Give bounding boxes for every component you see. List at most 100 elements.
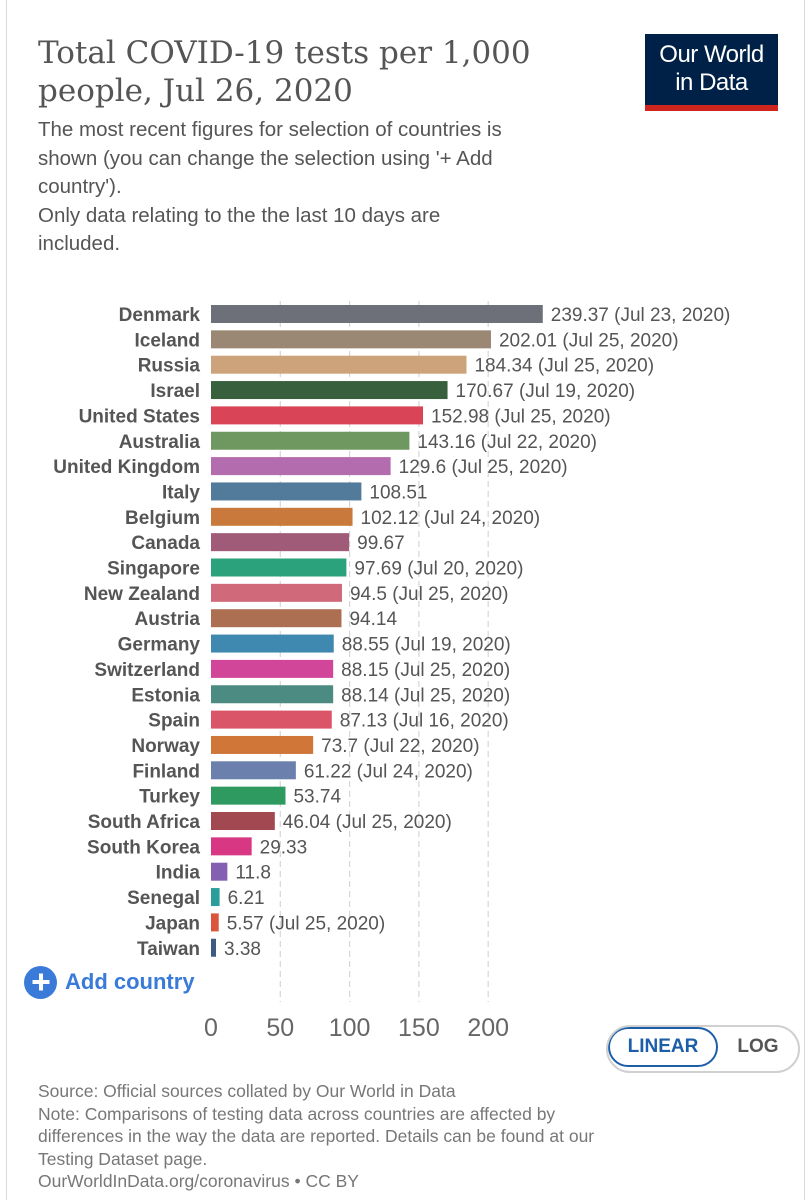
bar-germany — [211, 634, 334, 653]
category-label: Taiwan — [137, 939, 200, 960]
value-label: 46.04 (Jul 25, 2020) — [283, 812, 452, 833]
x-tick-label: 50 — [266, 1014, 294, 1040]
x-tick-label: 150 — [398, 1014, 440, 1040]
bar-estonia — [211, 685, 334, 704]
chart-subtitle: The most recent figures for selection of… — [38, 118, 502, 255]
value-label: 108.51 — [369, 482, 427, 503]
value-label: 184.34 (Jul 25, 2020) — [474, 356, 654, 377]
add-country-button[interactable]: Add country — [24, 965, 195, 999]
value-label: 94.5 (Jul 25, 2020) — [350, 584, 508, 605]
category-label: Spain — [148, 711, 200, 732]
category-label: Australia — [119, 432, 201, 453]
category-label: Norway — [131, 736, 200, 757]
category-label: Israel — [150, 381, 200, 402]
bar-canada — [211, 533, 350, 552]
logo-accent-bar — [645, 105, 778, 111]
category-label: Russia — [138, 356, 201, 377]
bar-singapore — [211, 558, 347, 577]
category-label: South Korea — [87, 837, 200, 858]
credit-link[interactable]: OurWorldInData.org/coronavirus • CC BY — [38, 1171, 359, 1191]
title-line-1: Total COVID-19 tests per 1,000 — [38, 35, 531, 71]
logo-line-1: Our World — [659, 40, 764, 68]
value-label: 87.13 (Jul 16, 2020) — [340, 711, 509, 732]
value-label: 102.12 (Jul 24, 2020) — [361, 508, 541, 529]
chart-title: Total COVID-19 tests per 1,000 people, J… — [38, 34, 618, 110]
value-label: 53.74 — [293, 787, 341, 808]
comparison-note-line-1: Note: Comparisons of testing data across… — [38, 1103, 556, 1124]
bar-new-zealand — [211, 583, 342, 602]
value-label: 97.69 (Jul 20, 2020) — [354, 559, 523, 580]
value-label: 202.01 (Jul 25, 2020) — [499, 330, 679, 351]
value-label: 99.67 — [357, 533, 405, 554]
value-label: 61.22 (Jul 24, 2020) — [304, 761, 473, 782]
bar-israel — [211, 381, 448, 400]
bar-south-korea — [211, 837, 252, 856]
source-note: Source: Official sources collated by Our… — [38, 1081, 456, 1101]
category-label: Austria — [135, 609, 201, 630]
bar-belgium — [211, 507, 353, 526]
category-label: Belgium — [125, 508, 200, 529]
category-label: Estonia — [131, 685, 200, 706]
category-label: Switzerland — [94, 660, 200, 681]
chart-frame — [6, 0, 805, 1200]
value-label: 152.98 (Jul 25, 2020) — [431, 406, 611, 427]
value-label: 73.7 (Jul 22, 2020) — [321, 736, 479, 757]
category-label: Germany — [118, 635, 201, 656]
value-label: 88.14 (Jul 25, 2020) — [341, 685, 510, 706]
value-label: 94.14 — [349, 609, 397, 630]
value-label: 170.67 (Jul 19, 2020) — [456, 381, 636, 402]
bar-denmark — [211, 305, 543, 323]
value-label: 6.21 — [228, 888, 265, 909]
category-label: Finland — [132, 761, 200, 782]
category-label: Iceland — [135, 330, 200, 351]
value-label: 11.8 — [235, 863, 271, 884]
value-label: 143.16 (Jul 22, 2020) — [417, 432, 597, 453]
x-tick-label: 200 — [467, 1014, 509, 1040]
add-country-label: Add country — [65, 969, 195, 994]
scale-toggle: LINEAR LOG — [606, 1025, 800, 1073]
category-label: India — [156, 863, 201, 884]
category-label: Singapore — [107, 559, 200, 580]
log-scale-button[interactable]: LOG — [737, 1036, 779, 1057]
value-label: 29.33 — [260, 837, 308, 858]
x-tick-label: 100 — [329, 1014, 371, 1040]
bar-turkey — [211, 786, 286, 805]
category-label: New Zealand — [84, 584, 200, 605]
title-line-2: people, Jul 26, 2020 — [38, 73, 353, 109]
bar-japan — [211, 913, 219, 932]
category-label: United States — [79, 406, 200, 427]
bar-switzerland — [211, 659, 334, 678]
plus-circle-icon — [24, 965, 57, 999]
value-label: 5.57 (Jul 25, 2020) — [227, 913, 385, 934]
value-label: 88.55 (Jul 19, 2020) — [342, 635, 511, 656]
bar-russia — [211, 355, 467, 374]
bar-australia — [211, 431, 410, 450]
category-label: South Africa — [88, 812, 201, 833]
comparison-note-line-2: differences in the way the data are repo… — [38, 1126, 595, 1146]
bar-india — [211, 862, 228, 881]
bar-austria — [211, 609, 342, 628]
category-label: Italy — [162, 482, 200, 503]
bar-norway — [211, 735, 314, 754]
x-tick-label: 0 — [204, 1014, 218, 1040]
bar-south-africa — [211, 812, 275, 830]
value-label: 88.15 (Jul 25, 2020) — [341, 660, 510, 681]
bar-italy — [211, 482, 362, 501]
bar-united-states — [211, 406, 424, 425]
value-label: 129.6 (Jul 25, 2020) — [399, 457, 568, 478]
bar-spain — [211, 710, 332, 729]
category-label: Denmark — [119, 305, 201, 326]
category-label: Turkey — [139, 787, 200, 808]
bar-united-kingdom — [211, 457, 391, 476]
owid-logo[interactable]: Our World in Data — [645, 34, 778, 111]
value-label: 3.38 — [224, 939, 261, 960]
comparison-note-line-3: Testing Dataset page. — [38, 1148, 208, 1169]
bar-iceland — [211, 330, 491, 349]
category-label: Canada — [131, 533, 200, 554]
category-label: United Kingdom — [53, 457, 200, 478]
linear-scale-button[interactable]: LINEAR — [608, 1027, 718, 1067]
bar-senegal — [211, 888, 220, 907]
value-label: 239.37 (Jul 23, 2020) — [551, 305, 731, 326]
logo-line-2: in Data — [675, 68, 748, 96]
category-label: Senegal — [127, 888, 200, 909]
